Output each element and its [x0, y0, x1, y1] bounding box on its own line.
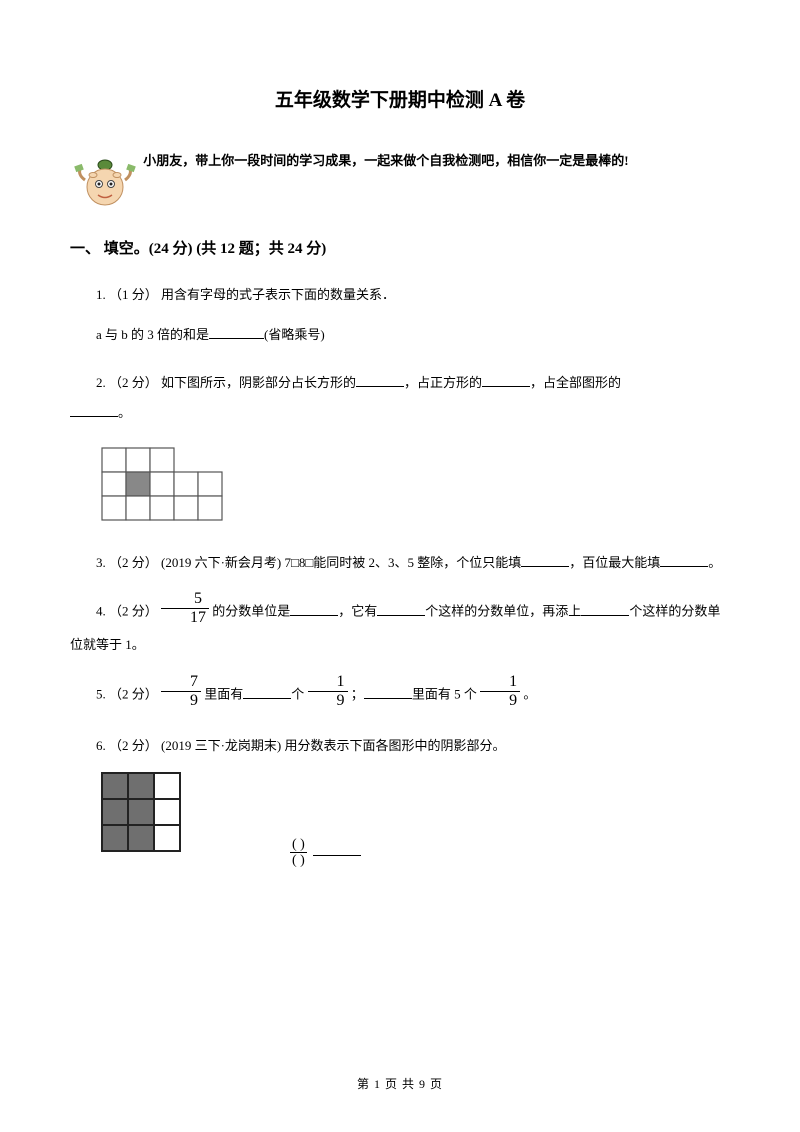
q4: 4. （2 分） 517 的分数单位是，它有个这样的分数单位，再添上个这样的分数… [70, 595, 730, 660]
fraction-blank[interactable]: ( ) ( ) [290, 837, 307, 869]
q1-body: a 与 b 的 3 倍的和是 (省略乘号) [70, 320, 730, 350]
q1-body-post: (省略乘号) [264, 327, 325, 342]
blank[interactable] [243, 685, 291, 699]
q2: 2. （2 分） 如下图所示，阴影部分占长方形的 ，占正方形的 ，占全部图形的 [70, 368, 730, 398]
q5-pre: 5. （2 分） [96, 687, 161, 702]
q2-figure [100, 446, 730, 526]
q5-t5: 。 [523, 687, 536, 702]
q3: 3. （2 分） (2019 六下·新会月考) 7□8□能同时被 2、3、5 整… [70, 548, 730, 578]
q2-mid2: ，占全部图形的 [530, 375, 621, 390]
blank[interactable] [521, 553, 569, 567]
section-heading-1: 一、 填空。(24 分) (共 12 题；共 24 分) [70, 237, 730, 258]
blank[interactable] [70, 403, 118, 417]
q5-t3: ； [351, 687, 364, 702]
page-footer: 第 1 页 共 9 页 [0, 1075, 800, 1092]
q6: 6. （2 分） (2019 三下·龙岗期末) 用分数表示下面各图形中的阴影部分… [70, 731, 730, 761]
blank[interactable] [209, 325, 264, 339]
q1-body-pre: a 与 b 的 3 倍的和是 [96, 327, 209, 342]
q1-head: 1. （1 分） 用含有字母的式子表示下面的数量关系． [70, 280, 730, 310]
fraction-7-9: 79 [161, 674, 201, 709]
fraction-1-9b: 19 [480, 674, 520, 709]
blank[interactable] [482, 373, 530, 387]
blank[interactable] [313, 842, 361, 856]
q3-end: 。 [708, 555, 721, 570]
q5-t2: 个 [291, 687, 307, 702]
blank[interactable] [356, 373, 404, 387]
blank[interactable] [377, 602, 425, 616]
q5: 5. （2 分） 79 里面有个 19 ；里面有 5 个 19 。 [70, 678, 730, 713]
intro-text: 小朋友，带上你一段时间的学习成果，一起来做个自我检测吧，相信你一定是最棒的! [143, 153, 628, 168]
q4-t3: 个这样的分数单位，再添上 [425, 604, 581, 619]
q4-pre: 4. （2 分） [96, 604, 161, 619]
blank[interactable] [660, 553, 708, 567]
fraction-5-17: 517 [161, 591, 209, 626]
blank[interactable] [581, 602, 629, 616]
mascot-icon [70, 147, 140, 217]
q3-pre: 3. （2 分） (2019 六下·新会月考) 7□8□能同时被 2、3、5 整… [96, 555, 521, 570]
q4-t1: 的分数单位是 [212, 604, 290, 619]
q3-mid: ，百位最大能填 [569, 555, 660, 570]
q2-mid1: ，占正方形的 [404, 375, 482, 390]
q2-end: 。 [118, 405, 131, 420]
page-title: 五年级数学下册期中检测 A 卷 [70, 85, 730, 112]
q2-pre: 2. （2 分） 如下图所示，阴影部分占长方形的 [96, 375, 356, 390]
q2-cont: 。 [70, 398, 730, 428]
q4-t2: ，它有 [338, 604, 377, 619]
q5-t4: 里面有 5 个 [412, 687, 480, 702]
blank[interactable] [290, 602, 338, 616]
intro-block: 小朋友，带上你一段时间的学习成果，一起来做个自我检测吧，相信你一定是最棒的! [70, 147, 730, 217]
fraction-1-9a: 19 [308, 674, 348, 709]
q5-t1: 里面有 [204, 687, 243, 702]
q6-figure: ( ) ( ) [100, 771, 730, 868]
blank[interactable] [364, 685, 412, 699]
